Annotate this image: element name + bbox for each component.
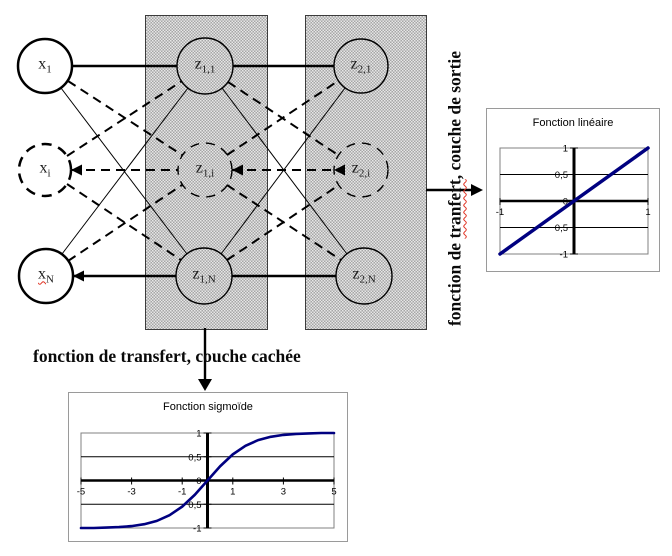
node-label-z11: z1,1	[194, 55, 216, 76]
node-label-x1: x1	[38, 55, 52, 76]
node-circle-xN	[17, 247, 75, 305]
y-tick-label: 0,5	[188, 452, 201, 463]
node-circle-z2N	[335, 247, 393, 305]
output-layer-panel	[305, 15, 427, 330]
y-tick-label: 0,5	[188, 500, 201, 511]
node-label-z1N: z1,N	[192, 265, 216, 286]
linear-chart-title: Fonction linéaire	[532, 117, 614, 129]
linear-function-chart: 1 0,5 0 0,5 -1 -1 1 Fonction linéaire	[486, 108, 660, 272]
y-tick-label: 0	[196, 476, 201, 487]
node-circle-z11	[176, 37, 234, 95]
x-tick-label: 1	[645, 207, 650, 218]
sigmoid-chart-title: Fonction sigmoïde	[163, 401, 253, 413]
node-label-z2N: z2,N	[352, 265, 376, 286]
series-line	[79, 431, 336, 530]
node-circle-z2i	[333, 142, 389, 198]
arrow-to-sigmoid-chart	[198, 328, 212, 391]
series-line	[498, 146, 650, 256]
hidden-layer-panel	[145, 15, 268, 330]
node-circle-xi	[17, 142, 73, 198]
hidden-transfer-label: fonction de transfert, couche cachée	[33, 346, 301, 366]
node-circle-x1	[16, 37, 74, 95]
node-circle-z1i	[177, 142, 233, 198]
x-tick-label: -1	[496, 207, 504, 218]
y-tick-label: 0,5	[555, 170, 568, 181]
node-circle-z21	[333, 38, 389, 94]
edge-arrowheads	[71, 164, 345, 282]
node-label-z1i: z1,i	[195, 159, 215, 180]
node-label-xN: xN	[38, 265, 54, 286]
y-tick-label: -1	[193, 524, 201, 535]
edges-input-to-hidden	[60, 64, 189, 278]
x-tick-label: 5	[331, 487, 336, 498]
y-tick-label: 0,5	[555, 223, 568, 234]
y-tick-label: 1	[563, 144, 568, 155]
x-tick-label: -1	[178, 487, 186, 498]
x-tick-label: 3	[281, 487, 286, 498]
sigmoid-chart-plot: 10,500,5-1-5 -3 -1 1 3 5	[77, 429, 337, 535]
y-tick-label: 0	[563, 197, 568, 208]
y-tick-label: -1	[560, 250, 568, 261]
arrow-to-linear-chart	[426, 184, 483, 196]
node-circle-z1N	[175, 247, 233, 305]
x-tick-label: 1	[230, 487, 235, 498]
output-transfer-label: fonction de tranfert, couche de sortie	[444, 50, 465, 327]
y-tick-label: 1	[196, 429, 201, 440]
node-label-z2i: z2,i	[351, 159, 371, 180]
node-label-xi: xi	[39, 159, 51, 180]
node-label-z21: z2,1	[350, 55, 372, 76]
x-tick-label: -5	[77, 487, 85, 498]
linear-chart-plot: 1 0,5 0 0,5 -1 -1 1	[496, 144, 651, 261]
x-tick-label: -3	[127, 487, 135, 498]
edges-hidden-to-output	[220, 64, 348, 278]
sigmoid-function-chart: 1 0,5 0 0,5 -1 -5 -3 -1 1 3 5 Fonction sigmoïde	[68, 392, 348, 542]
